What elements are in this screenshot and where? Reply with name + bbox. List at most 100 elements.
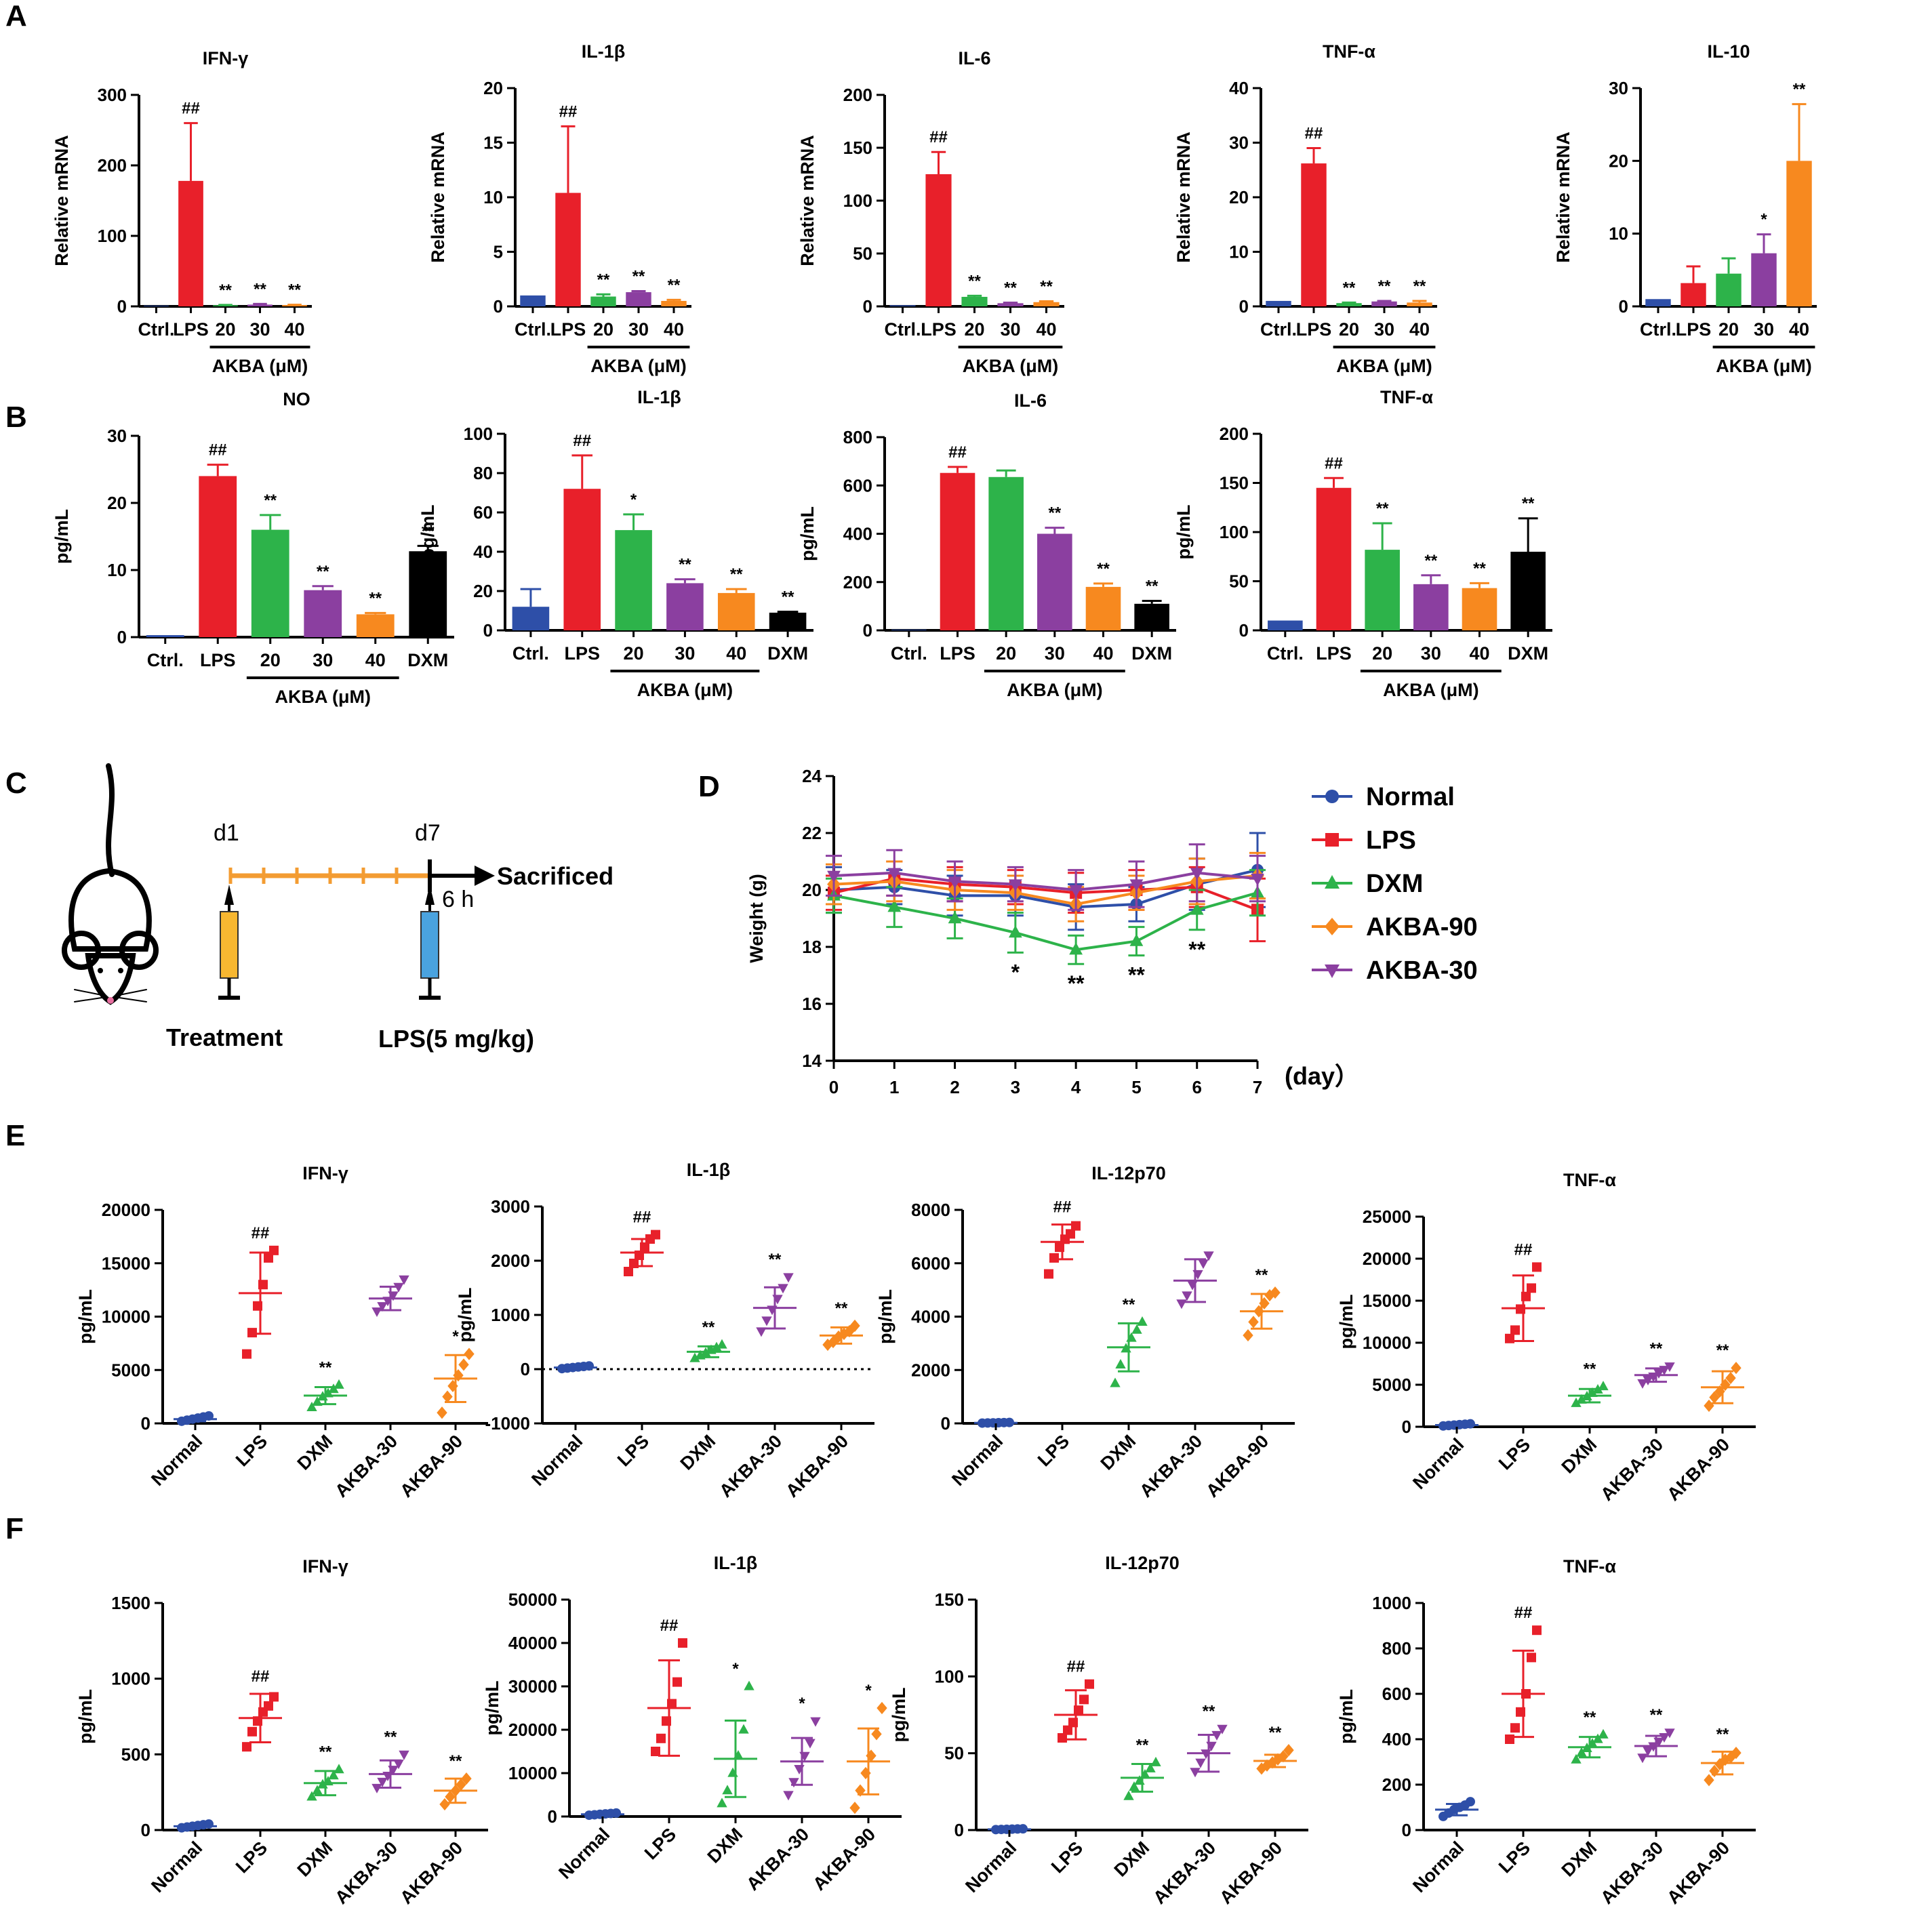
y-tick-label: 100 (464, 424, 493, 444)
y-tick-label: 100 (1220, 522, 1249, 542)
chart-b-il-1beta: IL-1β 0 20 40 60 80 100 pg/mL Ctrl. ## LPS * 20 ** 30 *… (418, 387, 813, 700)
x-tick-label: LPS (232, 1431, 271, 1470)
data-point (1532, 1262, 1542, 1272)
legend-marker (1325, 790, 1339, 803)
y-axis-label: pg/mL (875, 1289, 895, 1344)
data-point (1278, 1750, 1289, 1763)
significance-label: ** (317, 563, 329, 581)
label-sacrificed: Sacrificed (497, 862, 613, 890)
bar (1462, 588, 1497, 630)
significance-label: ** (254, 280, 266, 298)
data-point (371, 1783, 382, 1793)
x-tick-label: 30 (628, 319, 649, 340)
data-point (399, 1275, 409, 1285)
timeline-ticks (228, 868, 399, 884)
x-tick-label: DXM (767, 643, 808, 664)
bar (555, 192, 581, 306)
data-point (334, 1379, 344, 1389)
data-point (689, 1352, 700, 1362)
bar (1371, 301, 1397, 306)
y-tick-label: 30000 (508, 1676, 557, 1697)
data-point (1176, 1299, 1187, 1310)
y-axis-label: pg/mL (418, 505, 438, 560)
bar (1268, 620, 1303, 630)
data-point (1532, 1625, 1542, 1636)
y-tick-label: 8000 (911, 1200, 950, 1220)
label-6h: 6 h (442, 887, 474, 912)
x-tick-label: LPS (1495, 1838, 1534, 1877)
y-tick-label: 20000 (508, 1720, 557, 1740)
bar (1407, 302, 1432, 306)
y-tick-label: 200 (98, 155, 127, 176)
y-tick-label: 20 (1609, 150, 1628, 171)
data-point (1243, 1328, 1253, 1342)
significance-label: ** (1473, 559, 1486, 577)
y-axis-label: pg/mL (889, 1688, 909, 1743)
data-point (810, 1717, 821, 1727)
data-point (1576, 1747, 1587, 1757)
y-tick-label: 0 (954, 1820, 964, 1840)
bar (1336, 303, 1362, 306)
chart-a-tnf-alpha: TNF-α 0 10 20 30 40 Relative mRNA Ctrl. ## LPS ** 2… (1173, 41, 1437, 376)
significance-label: ** (1128, 963, 1145, 988)
y-tick-label: 100 (935, 1666, 964, 1686)
legend-label: DXM (1366, 870, 1423, 898)
y-tick-label: 10 (107, 560, 127, 580)
y-tick-label: 0 (941, 1413, 950, 1434)
bar (1413, 584, 1449, 630)
data-point (1190, 868, 1204, 880)
chart-a-ifn-gamma: IFN-γ 0 100 200 300 Relative mRNA Ctrl. ## LPS **… (52, 48, 312, 376)
x-tick-label: 40 (664, 319, 684, 340)
y-tick-label: 10 (483, 187, 503, 207)
y-tick-label: 0 (863, 620, 872, 641)
x-tick-label: 20 (215, 319, 235, 340)
syringe-treatment-icon (218, 885, 240, 1000)
y-tick-label: 800 (843, 427, 872, 447)
data-point (1195, 1758, 1206, 1768)
significance-label: ** (1584, 1708, 1596, 1726)
chart-b-il-6: IL-6 0 200 400 600 800 pg/mL Ctrl. ## LPS 20 ** 30 **… (797, 390, 1176, 700)
significance-label: ** (1136, 1736, 1149, 1754)
group-label: AKBA (μM) (963, 356, 1059, 376)
significance-label: ** (782, 588, 794, 606)
significance-label: ## (251, 1224, 270, 1242)
data-point (1190, 1768, 1201, 1778)
y-tick-label: 5000 (1372, 1375, 1411, 1395)
chart-title: IL-12p70 (1105, 1553, 1180, 1573)
data-point (717, 1798, 727, 1808)
data-point (1571, 1397, 1582, 1407)
data-point (1510, 1723, 1520, 1733)
data-point (1217, 1724, 1228, 1734)
x-tick-label: Ctrl. (515, 319, 551, 340)
y-tick-label: -1000 (485, 1413, 531, 1434)
y-tick-label: 1000 (111, 1669, 150, 1689)
significance-label: * (452, 1328, 459, 1346)
x-tick-label: LPS (940, 643, 975, 664)
x-tick-label: 5 (1131, 1077, 1141, 1097)
y-tick-label: 1000 (491, 1305, 530, 1325)
x-tick-label: 30 (249, 319, 270, 340)
bar (146, 635, 184, 637)
mouse-body (68, 868, 152, 952)
data-point (1069, 942, 1083, 955)
bar (304, 590, 342, 637)
x-tick-label: DXM (294, 1431, 337, 1474)
y-tick-label: 0 (1402, 1417, 1411, 1437)
y-tick-label: 800 (1382, 1638, 1411, 1659)
data-point (1085, 1679, 1094, 1689)
y-axis-label: Relative mRNA (428, 131, 448, 263)
data-point (1270, 1286, 1281, 1299)
x-tick-label: 3 (1011, 1077, 1020, 1097)
data-point (328, 1770, 339, 1780)
data-point (464, 1347, 475, 1360)
significance-label: * (732, 1660, 739, 1678)
x-tick-label: Ctrl. (885, 319, 921, 340)
significance-label: ** (369, 589, 382, 607)
chart-e-il-1beta: IL-1β -1000 0 1000 2000 3000 pg/mL Normal ## LPS *… (455, 1160, 874, 1501)
y-axis-label: Weight (g) (746, 874, 767, 962)
bar (1033, 302, 1060, 306)
x-tick-label: 40 (1093, 643, 1113, 664)
significance-label: ** (1269, 1724, 1282, 1742)
x-tick-label: 30 (675, 643, 695, 664)
bar (1786, 161, 1812, 306)
